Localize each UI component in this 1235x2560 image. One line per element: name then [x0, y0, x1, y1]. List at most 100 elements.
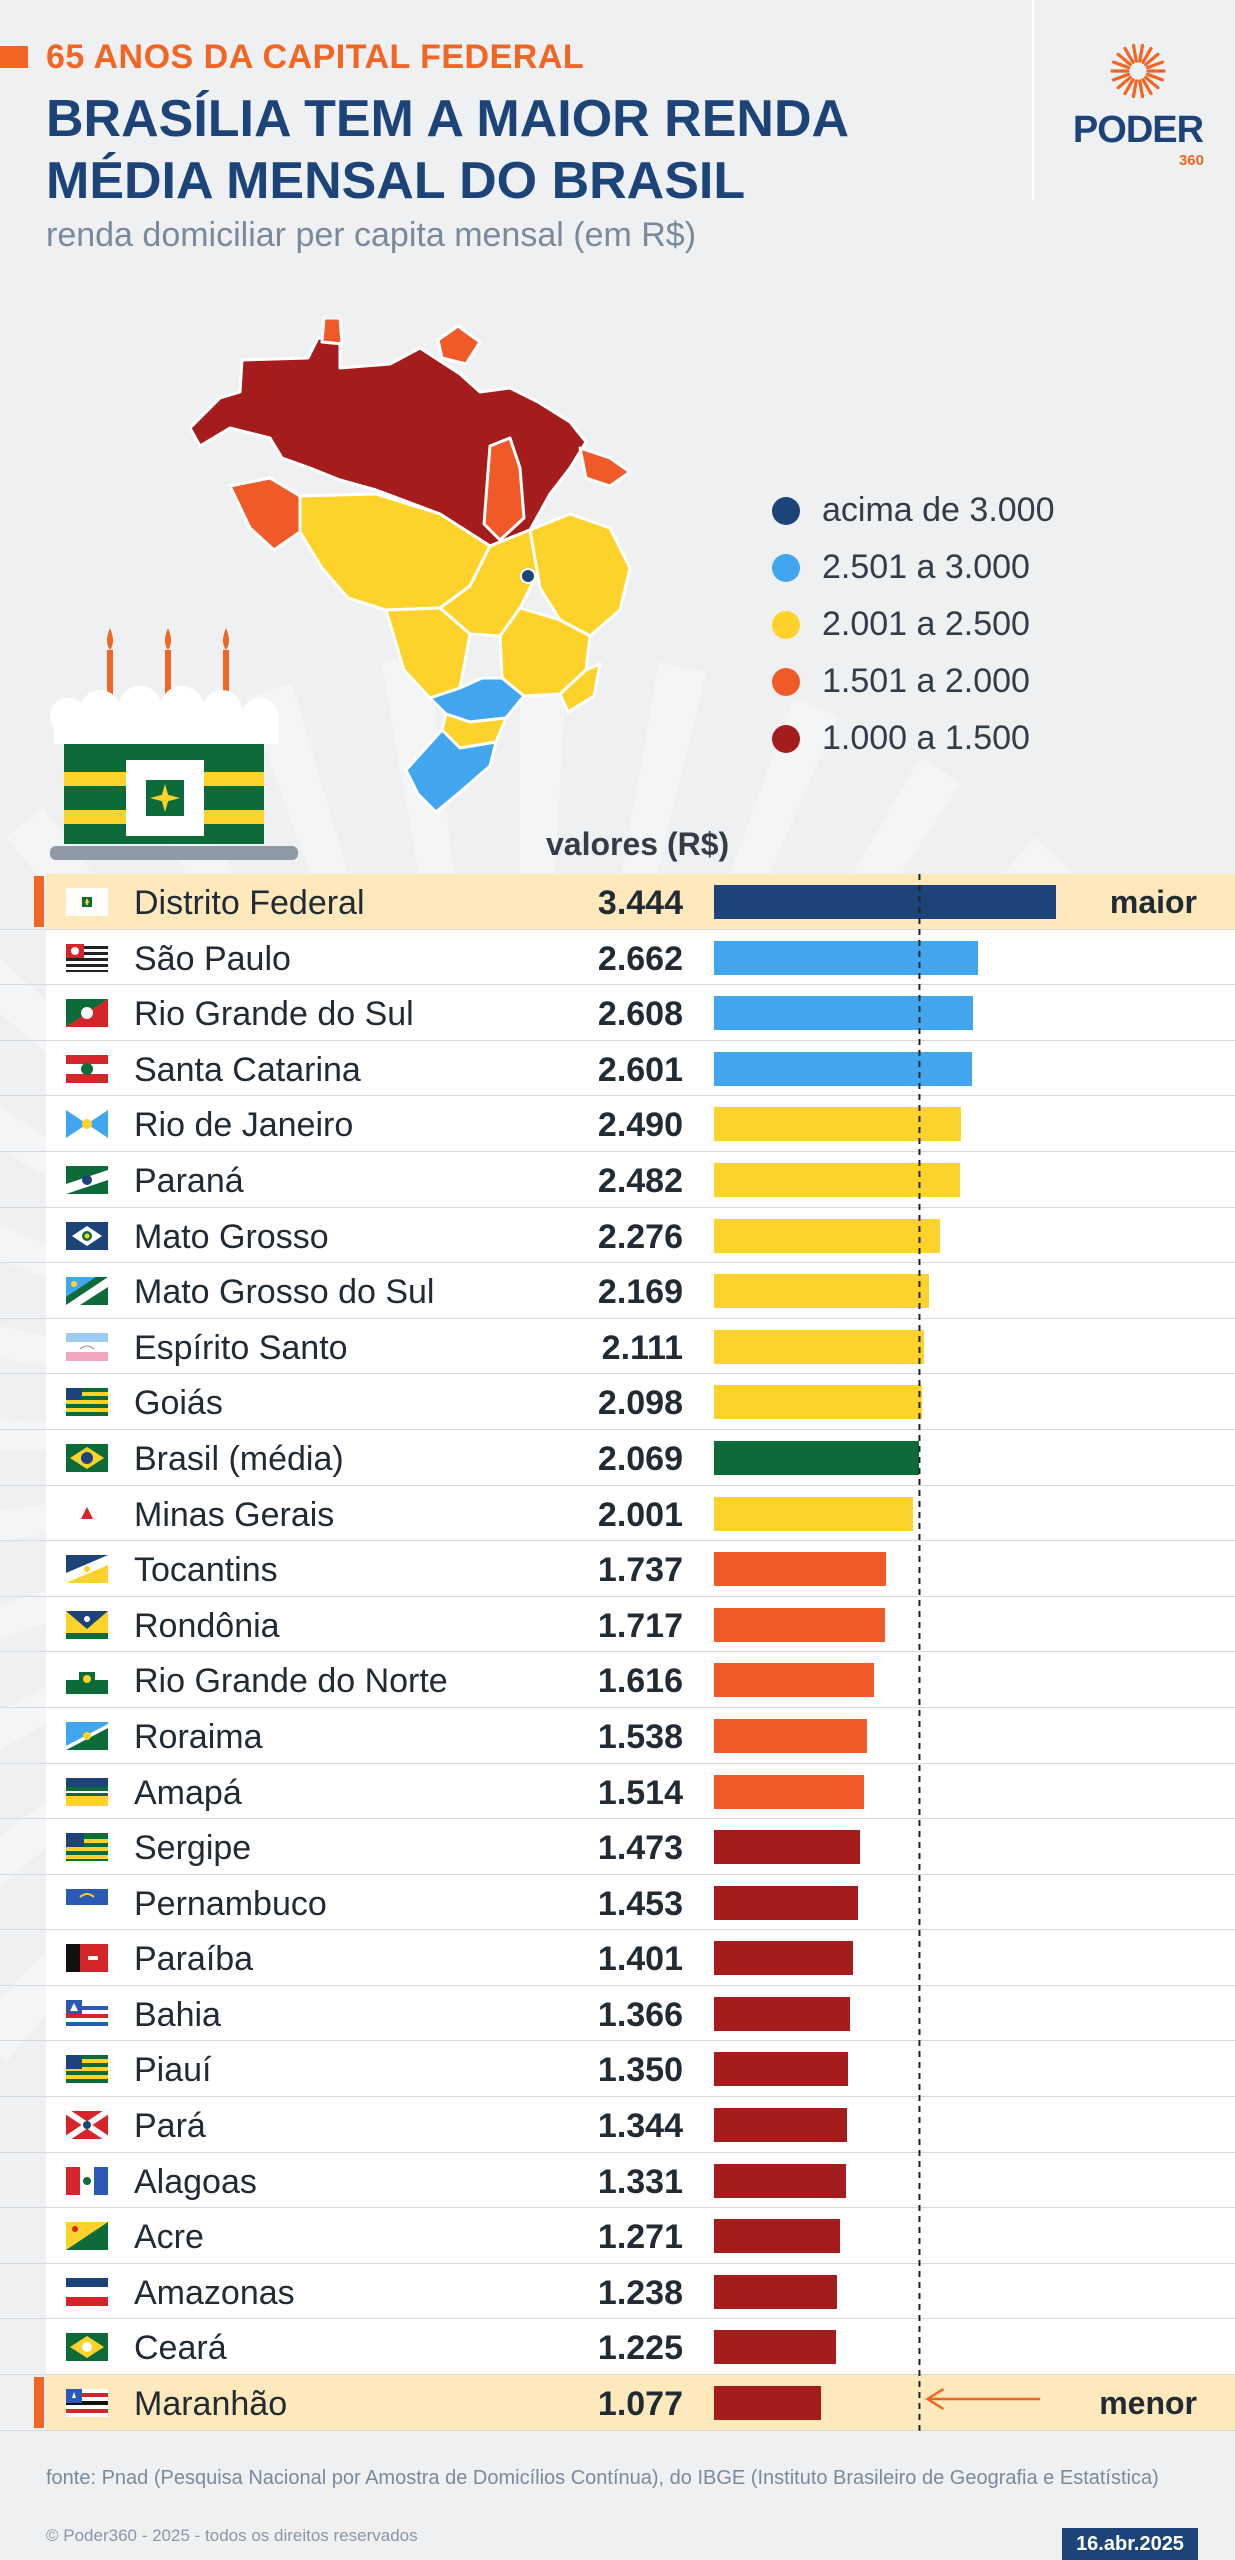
bar: [714, 2386, 821, 2421]
value-label: 2.111: [601, 1328, 683, 1367]
table-row: São Paulo 2.662: [0, 929, 1235, 986]
sunburst-ray: [1131, 79, 1138, 99]
bar: [714, 1051, 973, 1086]
flag-icon: [66, 2389, 108, 2418]
table-row: Sergipe 1.473: [0, 1819, 1235, 1875]
state-name: Rondônia: [134, 1606, 280, 1645]
state-name: Minas Gerais: [134, 1495, 335, 1534]
table-row: Espírito Santo 2.111: [0, 1318, 1235, 1375]
value-label: 2.662: [597, 939, 683, 978]
flag-icon: [66, 2166, 108, 2195]
table-row: Amapá 1.514: [0, 1763, 1235, 1820]
bar: [714, 1830, 861, 1865]
flag-icon: [66, 1443, 108, 1472]
bar: [714, 1885, 859, 1920]
state-name: Sergipe: [134, 1829, 252, 1868]
row-background: [46, 1207, 1235, 1263]
sunburst-ray: [1145, 60, 1165, 70]
legend-label: 2.501 a 3.000: [822, 548, 1030, 586]
bar: [714, 1663, 875, 1698]
cake-body: [64, 744, 264, 844]
flag-icon: [66, 1610, 108, 1639]
bar: [714, 1996, 850, 2031]
legend-item: 2.001 a 2.500: [772, 596, 1055, 653]
sunburst-ray: [1138, 79, 1145, 99]
row-background: [46, 1985, 1235, 2041]
flag-icon: [66, 1388, 108, 1417]
table-row: Amazonas 1.238: [0, 2263, 1235, 2320]
value-label: 2.169: [597, 1273, 683, 1312]
state-name: Ceará: [134, 2329, 227, 2368]
flag-icon: [66, 2277, 108, 2306]
flag-icon: [66, 1777, 108, 1806]
sunburst-ray: [1111, 60, 1131, 70]
state-name: Espírito Santo: [134, 1328, 348, 1367]
flag-icon: [66, 1721, 108, 1750]
state-name: Rio de Janeiro: [134, 1106, 354, 1145]
min-annotation: menor: [1099, 2385, 1197, 2422]
sunburst-ray: [1123, 78, 1135, 96]
state-name: Distrito Federal: [134, 884, 365, 922]
state-name: Alagoas: [134, 2162, 257, 2201]
ranking-table: Distrito Federal 3.444 maior São Paulo 2.662…: [0, 874, 1235, 2431]
row-background: [46, 1652, 1235, 1707]
flag-icon: [66, 1110, 108, 1139]
table-row: Paraíba 1.401: [0, 1930, 1235, 1986]
row-background: [46, 985, 1235, 1040]
row-background: [46, 2041, 1235, 2097]
value-label: 1.331: [597, 2162, 683, 2201]
bar: [714, 2108, 848, 2143]
map-tocantins: [482, 436, 526, 542]
table-row: Bahia 1.366: [0, 1985, 1235, 2042]
state-name: Roraima: [134, 1717, 263, 1756]
table-row: Pernambuco 1.453: [0, 1874, 1235, 1931]
value-label: 2.482: [597, 1161, 683, 1200]
table-row: Rio Grande do Sul 2.608: [0, 985, 1235, 1041]
row-background: [46, 1596, 1235, 1652]
table-row: Rondônia 1.717: [0, 1596, 1235, 1653]
title-line-1: BRASÍLIA TEM A MAIOR RENDA: [46, 90, 850, 148]
table-row: Alagoas 1.331: [0, 2152, 1235, 2209]
table-row: Pará 1.344: [0, 2097, 1235, 2153]
sunburst-ray: [1131, 43, 1138, 63]
bar: [714, 1218, 940, 1253]
cake-plate: [50, 846, 298, 860]
map-sc-rs: [404, 728, 498, 814]
poder360-logo: PODER 360: [1058, 40, 1218, 169]
bar: [714, 1440, 920, 1475]
row-background: [46, 1263, 1235, 1318]
map-ms: [384, 606, 472, 700]
row-background: [46, 1318, 1235, 1374]
logo-divider: [1032, 0, 1034, 200]
sunburst-ray: [1141, 78, 1153, 96]
flag-icon: [66, 2055, 108, 2084]
state-name: Acre: [134, 2218, 204, 2257]
bar: [714, 2219, 841, 2254]
legend-item: 1.000 a 1.500: [772, 710, 1055, 767]
sunburst-ray: [1144, 75, 1160, 90]
cake-frosting: [50, 686, 278, 744]
state-name: Maranhão: [134, 2385, 288, 2424]
row-background: [46, 1374, 1235, 1429]
value-label: 1.271: [597, 2218, 683, 2257]
state-name: Amazonas: [134, 2273, 295, 2312]
table-row: Santa Catarina 2.601: [0, 1040, 1235, 1097]
kicker-accent-bar: [0, 46, 28, 68]
bar: [714, 1607, 885, 1642]
page-title: BRASÍLIA TEM A MAIOR RENDA MÉDIA MENSAL …: [46, 88, 946, 212]
candle-flames: [107, 628, 229, 650]
value-label: 1.077: [597, 2385, 683, 2424]
value-label: 1.737: [597, 1551, 683, 1590]
table-row: Tocantins 1.737: [0, 1541, 1235, 1597]
brasilia-marker: [520, 568, 536, 584]
row-background: [46, 2319, 1235, 2375]
row-background: [46, 2152, 1235, 2208]
row-background: [46, 1874, 1235, 1930]
sunburst-ray: [1144, 52, 1160, 67]
subtitle: renda domiciliar per capita mensal (em R…: [46, 216, 697, 254]
title-line-2: MÉDIA MENSAL DO BRASIL: [46, 152, 746, 210]
value-label: 1.538: [597, 1717, 683, 1756]
table-row: Goiás 2.098: [0, 1374, 1235, 1430]
values-column-header: valores (R$): [546, 826, 730, 862]
sunburst-ray: [1116, 52, 1132, 67]
